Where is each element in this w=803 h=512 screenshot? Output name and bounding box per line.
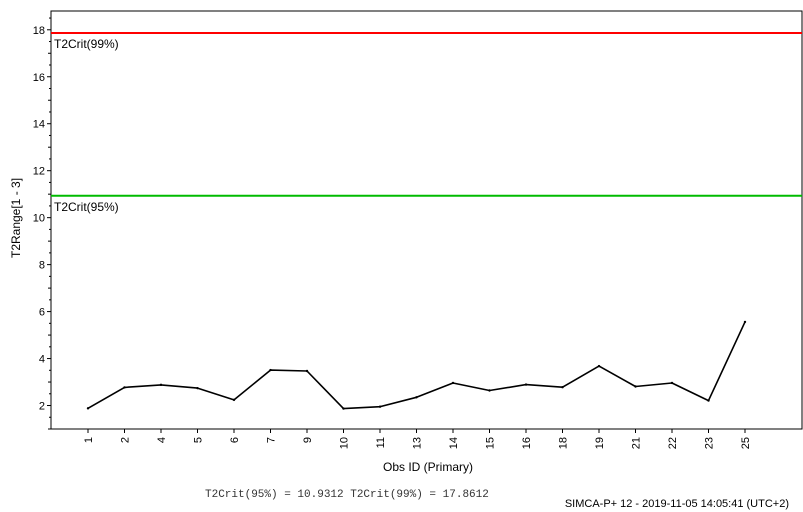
data-point-16 [524, 383, 528, 386]
x-tick-label: 18 [558, 437, 570, 449]
x-tick-label: 1 [83, 437, 95, 443]
x-tick-label: 4 [156, 437, 168, 443]
y-tick-label: 6 [39, 307, 45, 319]
x-tick-label: 2 [120, 437, 132, 443]
x-tick-label: 23 [704, 437, 716, 449]
y-tick-label: 8 [39, 260, 45, 272]
series-layer [86, 320, 747, 410]
x-tick-label: 11 [375, 437, 387, 448]
y-tick-label: 12 [33, 166, 45, 178]
x-tick-label: 22 [667, 437, 679, 449]
x-tick-label: 9 [302, 437, 314, 443]
x-tick-label: 21 [631, 437, 643, 449]
data-point-4 [159, 383, 163, 387]
x-tick-label: 7 [266, 437, 278, 443]
data-point-10 [342, 407, 345, 410]
reference-lines: T2Crit(99%) T2Crit(95%) [51, 32, 802, 214]
data-point-15 [488, 389, 491, 392]
crit-label-299: T2Crit(99%) [54, 37, 119, 51]
x-tick-label: 10 [339, 437, 351, 449]
series-line [87, 321, 746, 410]
y-tick-label: 16 [33, 72, 45, 84]
data-point-18 [561, 386, 564, 389]
plot-frame [50, 10, 803, 430]
y-tick-label: 10 [33, 213, 45, 225]
x-tick-label: 16 [521, 437, 533, 449]
x-tick-label: 13 [412, 437, 424, 449]
data-point-22 [670, 381, 674, 385]
data-point-5 [196, 386, 199, 390]
y-tick-label: 18 [33, 25, 45, 37]
x-tick-label: 25 [740, 437, 752, 449]
data-point-14 [451, 381, 455, 385]
data-point-6 [232, 398, 236, 402]
data-point-21 [634, 385, 637, 388]
x-axis-label: Obs ID (Primary) [383, 460, 473, 474]
footer-software-stamp: SIMCA-P+ 12 - 2019-11-05 14:05:41 (UTC+2… [565, 498, 789, 510]
data-point-2 [123, 386, 126, 389]
plot-border [50, 10, 803, 430]
data-point-1 [86, 407, 90, 410]
x-tick-label: 15 [485, 437, 497, 449]
data-point-7 [269, 368, 272, 372]
y-tick-label: 4 [39, 354, 45, 366]
x-tick-label: 5 [193, 437, 205, 443]
data-point-23 [707, 399, 710, 402]
crit-label-295: T2Crit(95%) [54, 200, 119, 214]
footer-crit-text: T2Crit(95%) = 10.9312 T2Crit(99%) = 17.8… [205, 489, 489, 501]
y-tick-label: 2 [39, 401, 45, 413]
data-point-13 [415, 396, 418, 399]
x-tick-label: 14 [448, 437, 460, 449]
y-axis: 2 4 6 8 10 12 14 16 18 [33, 17, 51, 430]
data-point-11 [378, 405, 382, 408]
y-axis-label: T2Range[1 - 3] [9, 178, 23, 258]
data-point-19 [597, 364, 601, 368]
x-tick-label: 19 [594, 437, 606, 449]
x-tick-label: 6 [229, 437, 241, 443]
y-tick-label: 14 [33, 119, 45, 131]
data-point-25 [743, 320, 747, 324]
data-point-9 [305, 369, 309, 373]
x-axis: 1 2 4 5 6 7 9 10 11 13 14 15 16 18 19 21 22 23 25 [83, 429, 752, 449]
